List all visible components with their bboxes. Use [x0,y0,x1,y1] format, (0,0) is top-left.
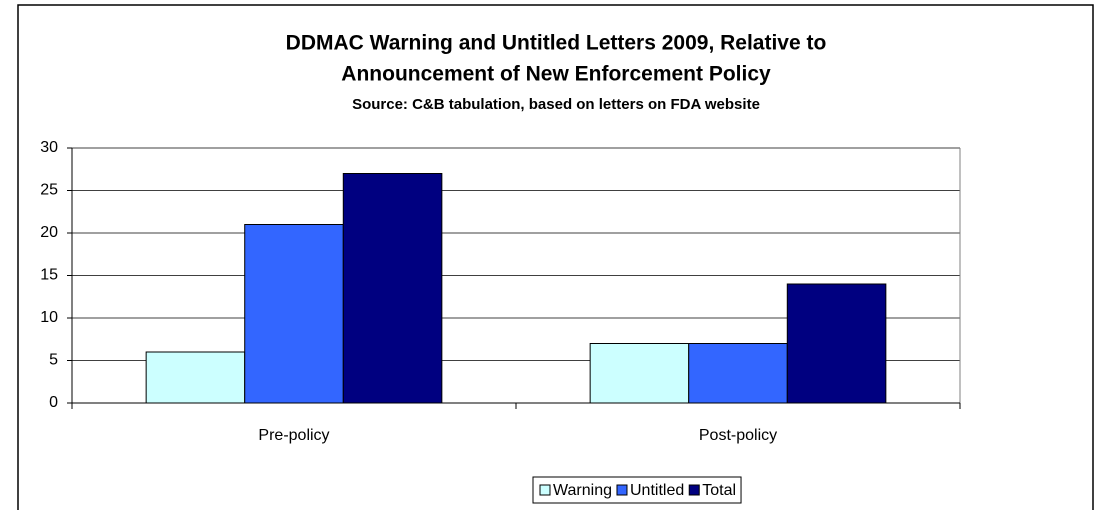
bar [145,351,246,404]
chart-frame [17,4,1094,510]
chart-subtitle: Source: C&B tabulation, based on letters… [352,96,760,113]
chart-title: DDMAC Warning and Untitled Letters 2009,… [286,32,827,55]
legend-box [532,476,742,504]
y-tick-label: 10 [40,309,58,326]
y-tick-label: 25 [40,182,58,199]
legend-label: Warning [553,482,612,499]
y-tick-label: 30 [40,139,58,156]
y-tick-label: 15 [40,267,58,284]
bar [786,283,887,404]
chart-title: Announcement of New Enforcement Policy [341,63,771,86]
y-tick-label: 5 [49,352,58,369]
legend-label: Total [702,482,736,499]
legend-swatch [616,484,628,496]
legend-swatch [539,484,551,496]
legend-swatch [688,484,700,496]
bar [244,224,344,404]
bar [342,173,443,404]
bar [688,343,788,404]
y-tick-label: 20 [40,224,58,241]
x-tick-label: Pre-policy [258,427,329,444]
bar [589,343,690,404]
legend-label: Untitled [630,482,684,499]
x-tick-label: Post-policy [699,427,777,444]
y-tick-label: 0 [49,394,58,411]
